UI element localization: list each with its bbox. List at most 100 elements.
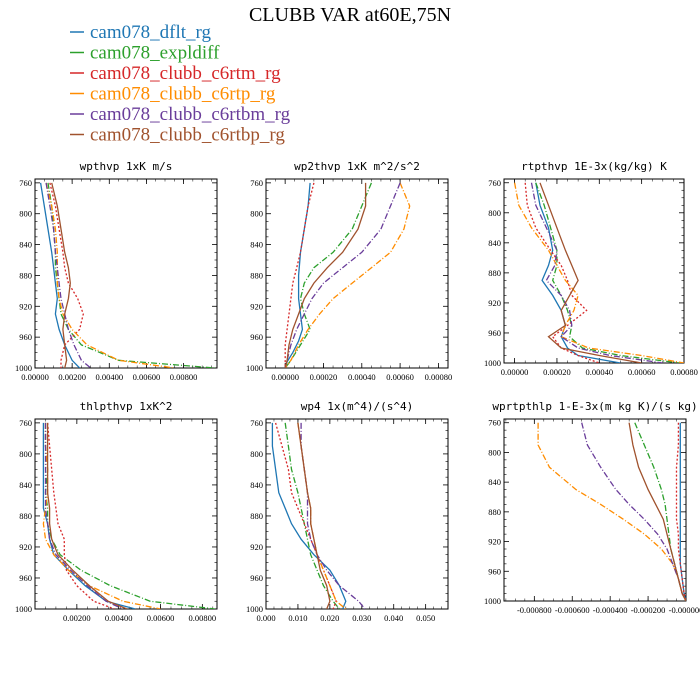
x-tick-label: -0.000200 [631, 605, 666, 615]
y-tick-label: 760 [19, 418, 32, 428]
series-line [45, 182, 92, 368]
y-tick-label: 1000 [484, 358, 501, 368]
series-line [49, 182, 84, 368]
x-tick-label: 0.00200 [63, 613, 91, 623]
series-line [675, 422, 686, 601]
series-line [297, 422, 347, 609]
x-tick-label: -0.000800 [517, 605, 552, 615]
plot-frame [503, 178, 685, 364]
series-line [535, 182, 621, 363]
figure-title: CLUBB VAR at60E,75N [249, 4, 451, 26]
x-tick-label: -0.000600 [555, 605, 590, 615]
series-line [274, 422, 337, 609]
legend-item: cam078_dflt_rg [70, 22, 212, 43]
x-tick-label: 0.00800 [189, 613, 217, 623]
series-line [535, 182, 680, 363]
x-tick-label: 0.00060 [628, 367, 656, 377]
y-tick-label: 1000 [484, 596, 501, 606]
y-tick-label: 1000 [246, 363, 263, 373]
y-tick-label: 840 [19, 240, 32, 250]
y-tick-label: 760 [250, 178, 263, 188]
legend-item: cam078_clubb_c6rtp_rg [70, 84, 276, 105]
y-tick-label: 920 [488, 537, 501, 547]
series-line [271, 422, 347, 609]
y-tick-label: 760 [250, 418, 263, 428]
y-tick-label: 840 [250, 480, 263, 490]
x-tick-label: 0.010 [288, 613, 307, 623]
plot-panels: wpthvp 1xK m/s76080084088092096010000.00… [15, 160, 700, 623]
series-line [300, 422, 366, 609]
series-line [513, 182, 684, 363]
series-line [628, 422, 686, 601]
plot-panel: wpthvp 1xK m/s76080084088092096010000.00… [15, 160, 218, 382]
series-line [39, 182, 81, 368]
legend-label: cam078_dflt_rg [90, 22, 212, 43]
y-tick-label: 920 [250, 301, 263, 311]
series-line [284, 182, 411, 368]
y-tick-label: 880 [19, 511, 32, 521]
legend-item: cam078_clubb_c6rtbp_rg [70, 125, 285, 146]
series-line [284, 422, 340, 609]
plot-panel: wp2thvp 1xK m^2/s^2 760 800 840 880 920 960 100… [246, 160, 452, 382]
y-tick-label: 880 [488, 507, 501, 517]
y-tick-label: 880 [488, 268, 501, 278]
y-tick-label: 920 [250, 542, 263, 552]
series-line [51, 182, 71, 368]
x-tick-label: 0.00080 [670, 367, 698, 377]
series-line [634, 422, 686, 601]
plot-panel: rtpthvp 1E-3x(kg/kg) K 760 800 840 880 920 960… [484, 160, 698, 377]
y-tick-label: 960 [250, 573, 263, 583]
panel-title: wpthvp 1xK m/s [80, 160, 173, 173]
x-tick-label: 0.00000 [21, 372, 49, 382]
panel-title: wp4 1x(m^4)/(s^4) [301, 400, 414, 413]
series-line [42, 422, 161, 609]
panel-title: rtpthvp 1E-3x(kg/kg) K [521, 160, 667, 173]
x-tick-label: 0.00000 [271, 372, 299, 382]
series-line [524, 182, 600, 363]
y-tick-label: 960 [488, 566, 501, 576]
x-tick-label: 0.00020 [543, 367, 571, 377]
series-line [46, 422, 115, 609]
y-tick-label: 920 [19, 542, 32, 552]
x-tick-label: 0.00080 [425, 372, 453, 382]
x-tick-label: 0.00400 [95, 372, 123, 382]
y-tick-label: 800 [19, 209, 32, 219]
x-tick-label: 0.00040 [348, 372, 376, 382]
plot-frame [265, 418, 449, 610]
plot-frame [34, 418, 218, 610]
legend-label: cam078_clubb_c6rtbm_rg [90, 104, 291, 125]
x-tick-label: 0.020 [320, 613, 339, 623]
x-tick-label: 0.00400 [105, 613, 133, 623]
series-line [46, 422, 128, 609]
x-tick-label: 0.00600 [147, 613, 175, 623]
plot-frame [265, 178, 449, 369]
y-tick-label: 960 [250, 332, 263, 342]
y-tick-label: 800 [19, 449, 32, 459]
y-tick-label: 1000 [15, 363, 32, 373]
y-tick-label: 960 [488, 328, 501, 338]
y-tick-label: 920 [488, 298, 501, 308]
series-line [44, 422, 124, 609]
x-tick-label: 0.040 [384, 613, 403, 623]
plot-panel: thlpthvp 1xK^2 760 800 840 880 920 960 1000 0.00… [15, 400, 218, 623]
x-tick-label: 0.00040 [585, 367, 613, 377]
x-tick-label: 0.030 [352, 613, 371, 623]
y-tick-label: 800 [488, 447, 501, 457]
plot-panel: wp4 1x(m^4)/(s^4)76080084088092096010000… [246, 400, 449, 623]
series-line [537, 422, 686, 601]
y-tick-label: 960 [19, 573, 32, 583]
series-line [44, 422, 215, 609]
legend-label: cam078_clubb_c6rtbp_rg [90, 125, 285, 146]
y-tick-label: 920 [19, 301, 32, 311]
series-line [284, 182, 311, 368]
series-line [297, 422, 331, 609]
series-line [679, 422, 686, 601]
x-tick-label: 0.050 [416, 613, 435, 623]
series-line [284, 182, 367, 368]
y-tick-label: 840 [19, 480, 32, 490]
y-tick-label: 880 [19, 270, 32, 280]
legend-item: cam078_expldiff [70, 43, 220, 64]
series-line [539, 182, 642, 363]
panel-title: thlpthvp 1xK^2 [80, 400, 173, 413]
